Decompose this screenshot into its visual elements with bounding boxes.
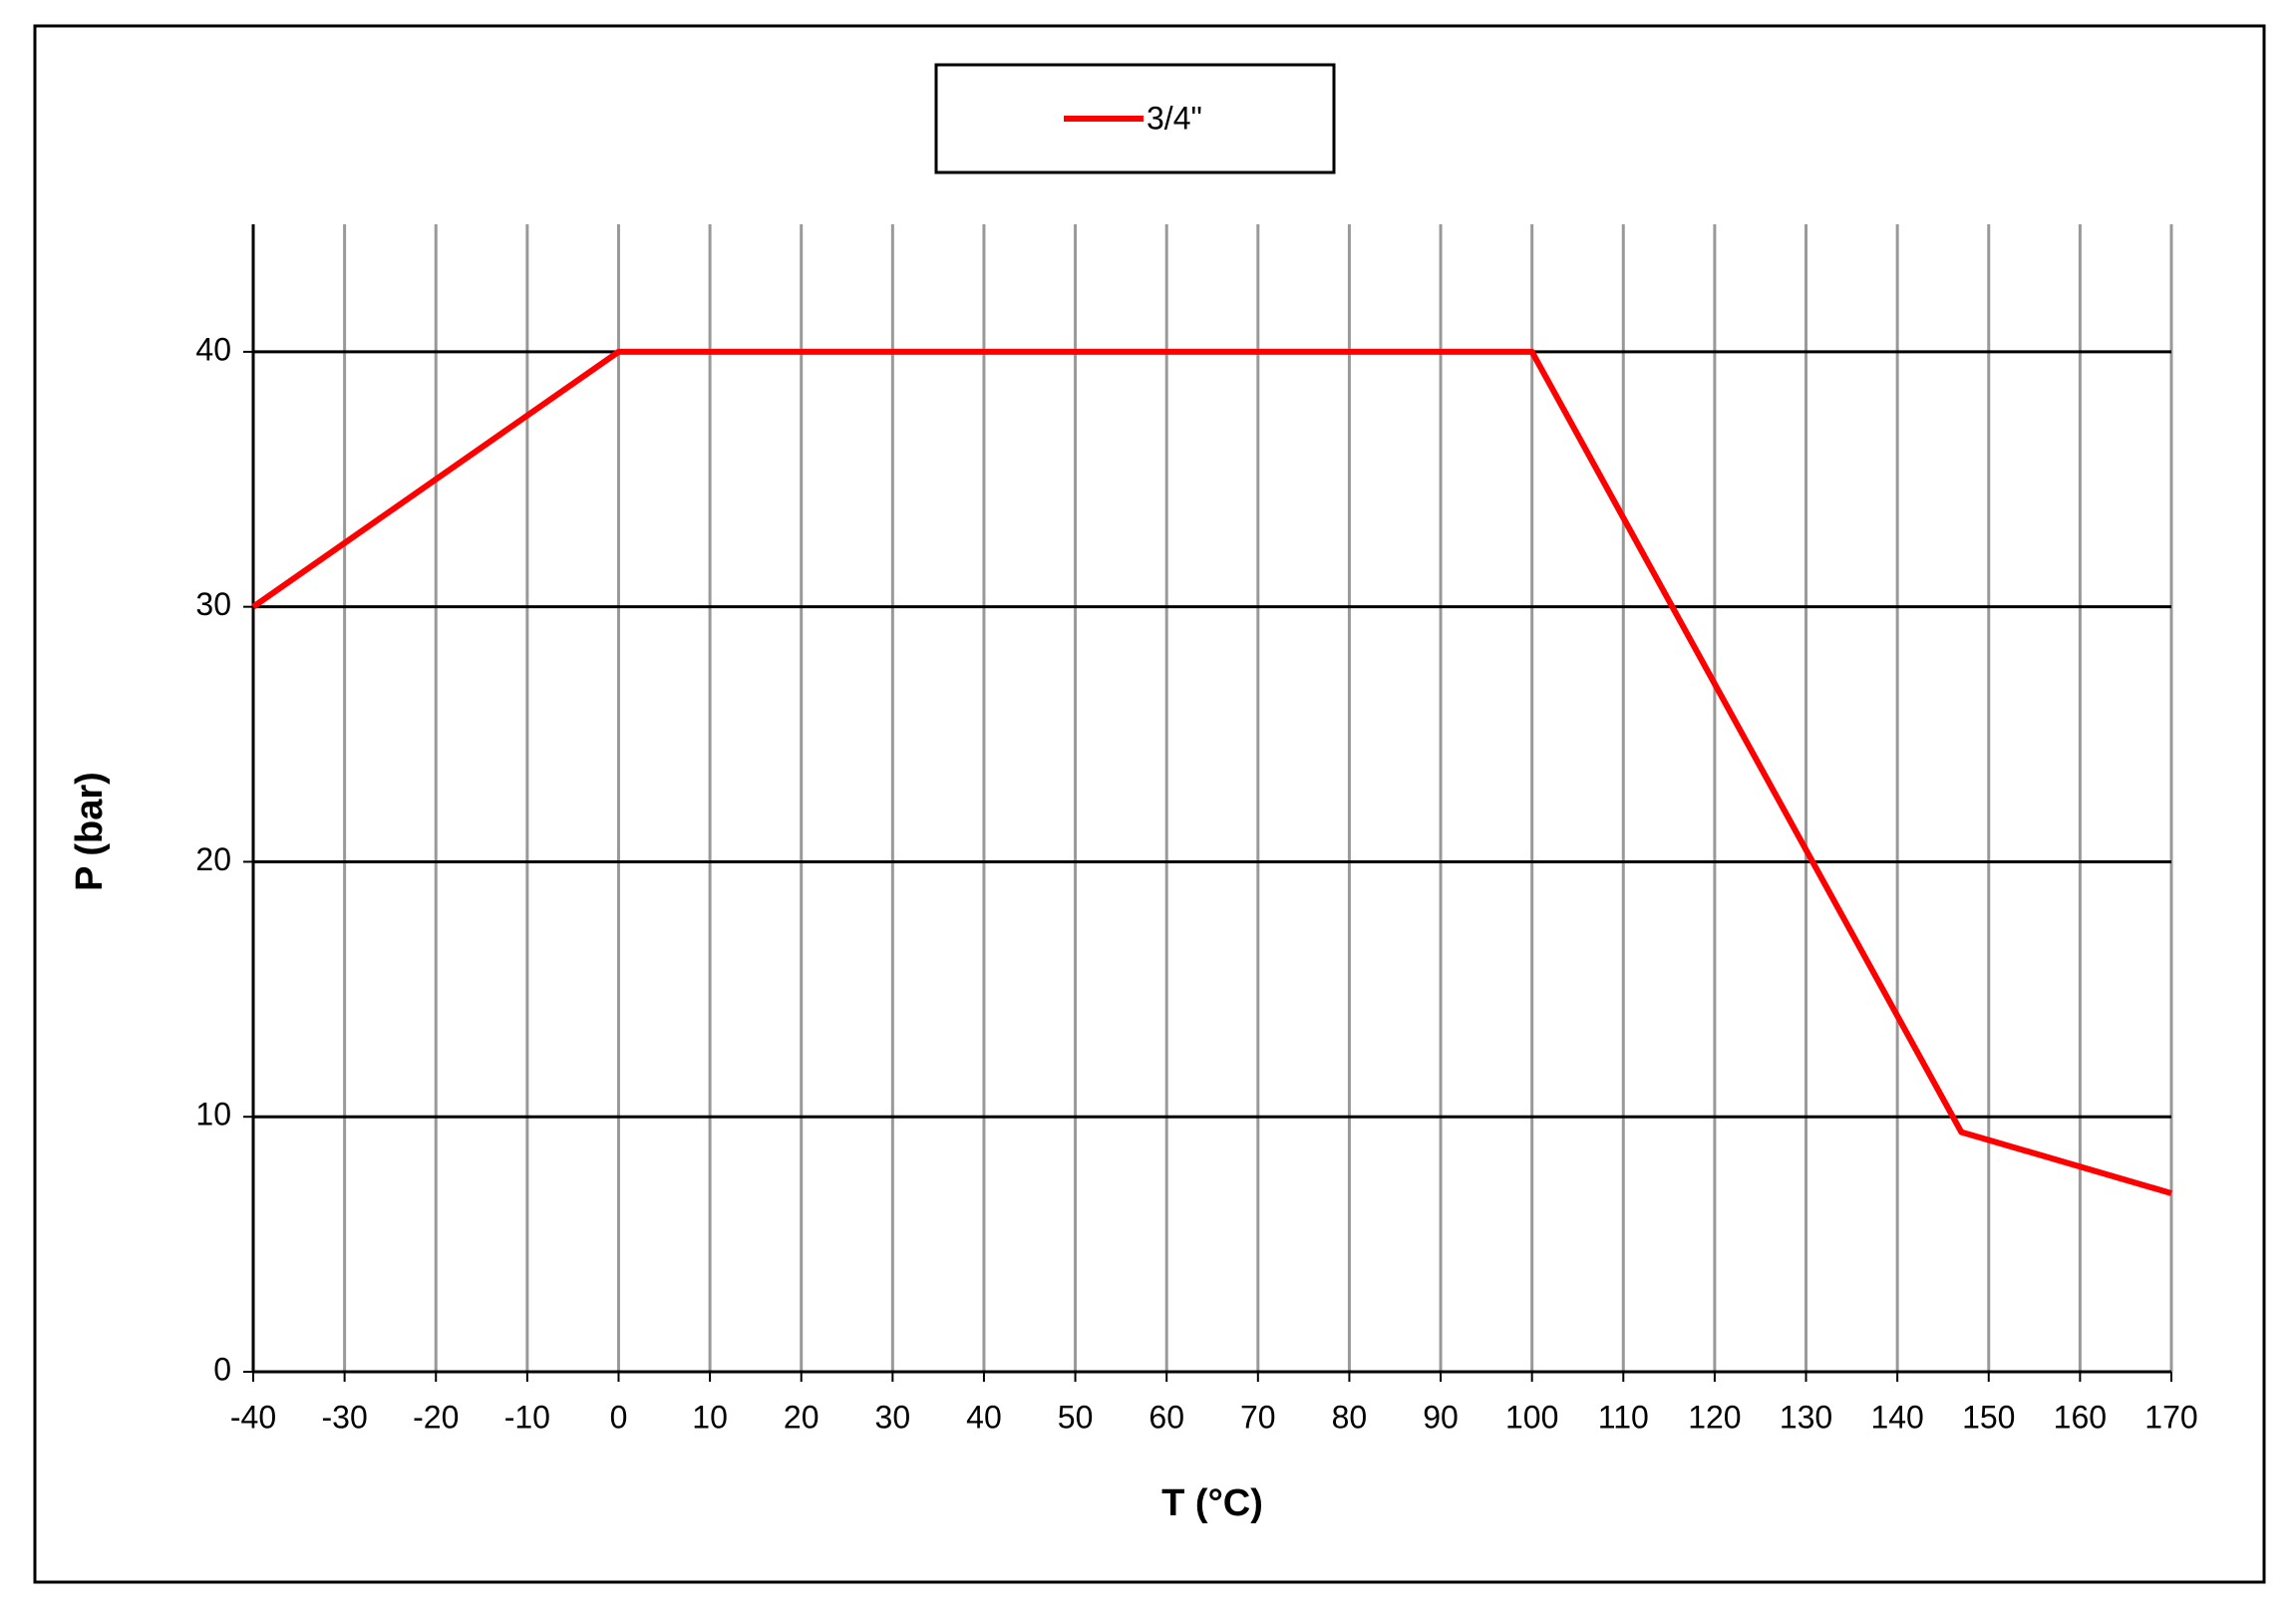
y-axis-title: P (bar): [69, 772, 111, 891]
x-tick-label: 170: [2144, 1399, 2197, 1435]
y-tick-label: 10: [195, 1097, 231, 1133]
x-tick-label: -30: [321, 1399, 367, 1435]
x-tick-label: 160: [2054, 1399, 2107, 1435]
x-tick-label: 0: [610, 1399, 628, 1435]
x-tick-label: -10: [504, 1399, 550, 1435]
x-tick-label: 30: [875, 1399, 911, 1435]
x-tick-label: -40: [230, 1399, 276, 1435]
x-tick-label: -20: [413, 1399, 459, 1435]
x-tick-label: 150: [1962, 1399, 2015, 1435]
x-tick-label: 120: [1688, 1399, 1741, 1435]
x-tick-label: 80: [1332, 1399, 1368, 1435]
x-tick-label: 40: [966, 1399, 1002, 1435]
x-axis-title: T (°C): [1161, 1482, 1263, 1524]
y-tick-label: 20: [195, 841, 231, 877]
x-tick-label: 60: [1148, 1399, 1184, 1435]
x-tick-label: 110: [1598, 1399, 1649, 1435]
x-tick-label: 100: [1505, 1399, 1558, 1435]
y-tick-label: 30: [195, 586, 231, 622]
legend-label: 3/4": [1147, 100, 1202, 136]
x-tick-label: 20: [784, 1399, 820, 1435]
x-tick-label: 50: [1058, 1399, 1094, 1435]
chart-border: [33, 24, 2266, 1584]
y-tick-label: 40: [195, 331, 231, 367]
x-tick-label: 90: [1423, 1399, 1459, 1435]
y-tick-label: 0: [213, 1351, 231, 1387]
x-tick-label: 140: [1870, 1399, 1923, 1435]
series-line: [251, 348, 2172, 1196]
x-tick-label: 70: [1240, 1399, 1276, 1435]
x-tick-label: 10: [692, 1399, 728, 1435]
x-tick-label: 130: [1780, 1399, 1832, 1435]
